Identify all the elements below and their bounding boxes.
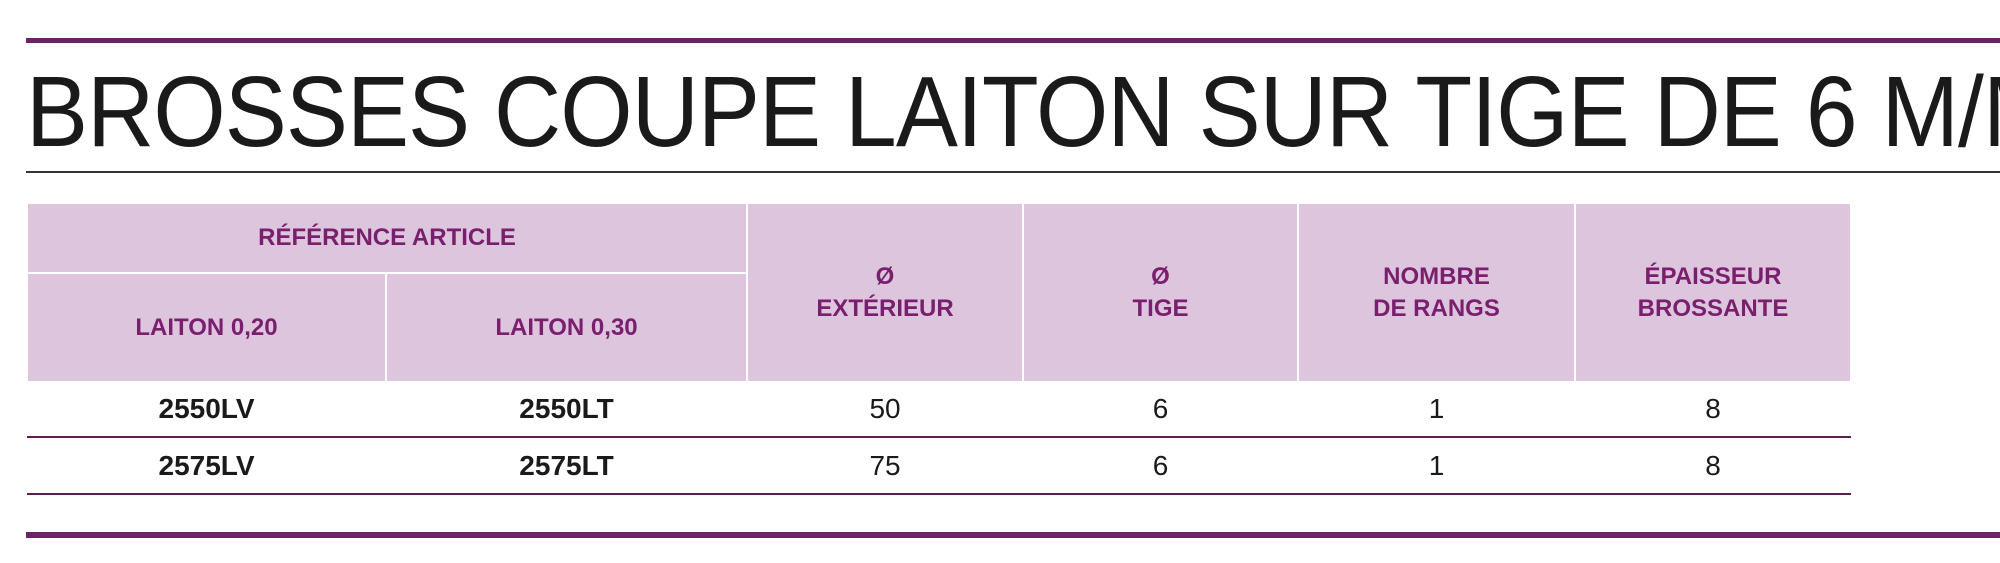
value-cell: 1 [1298, 437, 1576, 495]
title-rule [26, 171, 2000, 173]
sub-header: LAITON 0,20 [26, 273, 387, 381]
reference-cell: 2550LV [27, 381, 386, 438]
column-header: Ø TIGE [1022, 204, 1300, 381]
value-cell: 50 [747, 381, 1024, 438]
value-cell: 6 [1023, 381, 1299, 438]
table-row: 2550LV 2550LT 50 6 1 8 [27, 381, 1852, 438]
value-cell: 8 [1575, 437, 1852, 495]
column-header: NOMBRE DE RANGS [1297, 204, 1577, 381]
value-cell: 8 [1575, 381, 1852, 438]
top-rule [26, 38, 2000, 43]
reference-cell: 2550LT [386, 381, 748, 438]
value-cell: 6 [1023, 437, 1299, 495]
reference-cell: 2575LT [386, 437, 748, 495]
reference-cell: 2575LV [27, 437, 386, 495]
bottom-rule [26, 532, 2000, 538]
value-cell: 1 [1298, 381, 1576, 438]
page-title: BROSSES COUPE LAITON SUR TIGE DE 6 M/M [26, 56, 2000, 168]
column-header: ÉPAISSEUR BROSSANTE [1574, 204, 1853, 381]
value-cell: 75 [747, 437, 1024, 495]
group-header: RÉFÉRENCE ARTICLE [25, 204, 749, 274]
column-header: Ø EXTÉRIEUR [746, 204, 1025, 381]
product-table: RÉFÉRENCE ARTICLE Ø EXTÉRIEUR Ø TIGE NOM… [25, 204, 1853, 495]
sub-header: LAITON 0,30 [384, 273, 749, 381]
table-row: 2575LV 2575LT 75 6 1 8 [27, 437, 1852, 495]
table-body: 2550LV 2550LT 50 6 1 8 2575LV 2575LT 75 6 1 8 [27, 381, 1852, 495]
